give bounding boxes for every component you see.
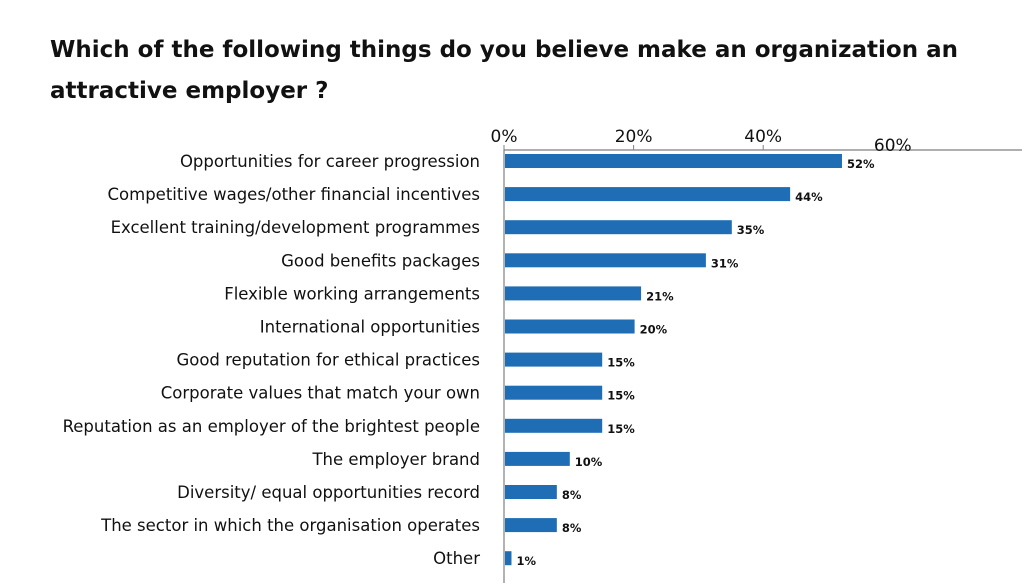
category-label: The employer brand	[311, 450, 480, 469]
bar	[505, 451, 570, 466]
data-label: 52%	[847, 157, 875, 171]
category-labels: Opportunities for career progression Comp…	[63, 152, 481, 568]
chart-title: Which of the following things do you bel…	[50, 37, 958, 105]
x-tick-label: 0%	[491, 127, 518, 147]
x-axis-ticks: 0% 20% 40% 60%	[491, 127, 912, 156]
x-tick-label: 40%	[744, 127, 782, 147]
bar	[505, 352, 603, 367]
bar	[505, 187, 791, 202]
bar	[505, 485, 557, 499]
bar	[505, 286, 642, 301]
bar	[505, 418, 603, 433]
bar	[505, 319, 635, 334]
bar	[505, 253, 706, 268]
data-label: 35%	[737, 223, 765, 237]
data-label: 21%	[646, 289, 674, 303]
category-label: Good reputation for ethical practices	[176, 351, 480, 370]
data-label: 1%	[516, 554, 536, 568]
category-label: The sector in which the organisation ope…	[100, 516, 480, 535]
data-label: 44%	[795, 190, 823, 204]
data-label: 15%	[607, 422, 635, 436]
bar	[505, 154, 842, 168]
category-label: Competitive wages/other financial incent…	[108, 185, 480, 204]
bar	[505, 518, 557, 533]
category-label: Diversity/ equal opportunities record	[177, 483, 480, 502]
bar	[505, 385, 603, 400]
category-label: Reputation as an employer of the brighte…	[63, 417, 480, 436]
data-label: 15%	[607, 389, 635, 403]
category-label: Other	[433, 549, 480, 568]
category-label: Corporate values that match your own	[161, 384, 480, 403]
data-label: 10%	[575, 455, 603, 469]
category-label: Flexible working arrangements	[224, 284, 480, 303]
category-label: Opportunities for career progression	[180, 152, 480, 171]
data-label: 31%	[711, 256, 739, 270]
data-label: 20%	[640, 323, 668, 337]
category-label: Good benefits packages	[281, 251, 480, 270]
bars	[505, 154, 842, 566]
x-tick-label: 60%	[874, 136, 912, 156]
data-label: 8%	[562, 521, 582, 535]
category-label: Excellent training/development programme…	[111, 218, 480, 237]
data-label: 8%	[562, 488, 582, 502]
category-label: International opportunities	[260, 318, 480, 337]
data-labels: 52% 44% 35% 31% 21% 20% 15% 15% 15% 10% 8% 8% 1%	[516, 157, 874, 568]
data-label: 15%	[607, 356, 635, 370]
bar	[505, 220, 732, 235]
x-tick-label: 20%	[615, 127, 653, 147]
bar	[505, 551, 512, 566]
